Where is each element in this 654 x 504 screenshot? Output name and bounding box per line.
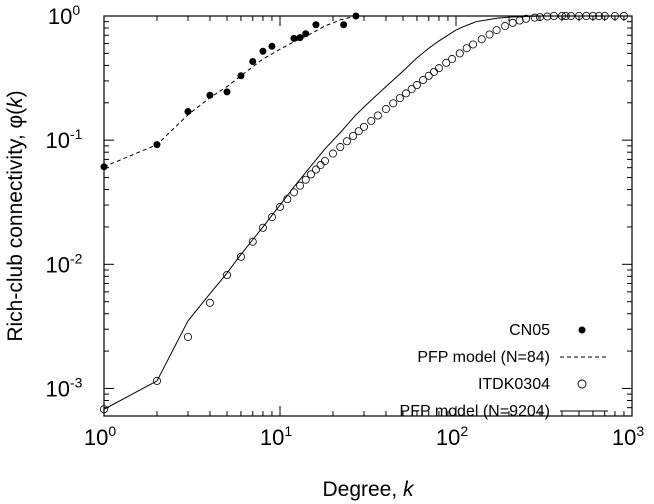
data-point-itdk0304 [301,175,310,184]
data-point-cn05 [223,88,231,96]
data-point-itdk0304 [477,35,486,44]
data-point-itdk0304 [275,202,284,211]
data-point-itdk0304 [205,298,214,307]
plot-frame [103,15,633,417]
y-axis-label: Rich-club connectivity, φ(k) [4,90,27,341]
data-point-itdk0304 [419,76,428,85]
data-point-itdk0304 [530,13,539,22]
data-point-cn05 [340,21,348,29]
y-tick-label: 10-1 [46,126,83,153]
data-point-itdk0304 [424,71,433,80]
data-point-itdk0304 [236,252,245,261]
data-point-itdk0304 [389,99,398,108]
data-point-itdk0304 [522,14,531,23]
data-point-itdk0304 [349,131,358,140]
data-point-itdk0304 [267,213,276,222]
data-point-cn05 [290,34,298,42]
data-point-itdk0304 [152,376,161,385]
data-point-itdk0304 [492,26,501,35]
data-point-itdk0304 [296,181,305,190]
data-point-itdk0304 [395,94,404,103]
data-point-itdk0304 [485,30,494,39]
x-tick-label: 103 [612,423,644,450]
data-point-itdk0304 [373,111,382,120]
data-point-cn05 [259,47,267,55]
series-line-pfp-model-n-9204 [103,15,624,410]
legend-label-pfp-9204: PFP model (N=9204) [400,403,550,420]
legend-label-cn05: CN05 [509,322,550,339]
data-point-itdk0304 [248,237,257,246]
data-point-itdk0304 [469,40,478,49]
data-point-itdk0304 [342,137,351,146]
data-point-itdk0304 [455,49,464,58]
x-axis-label: Degree, k [322,478,415,501]
data-point-itdk0304 [258,223,267,232]
x-tick-label: 102 [436,423,468,450]
series-layer [100,11,628,414]
data-point-itdk0304 [320,156,329,165]
data-point-itdk0304 [508,18,517,27]
data-point-itdk0304 [462,44,471,53]
y-tick-label: 10-2 [46,250,83,277]
x-tick-label: 101 [260,423,292,450]
data-point-itdk0304 [306,170,315,179]
legend-marker-itdk0304 [577,379,587,389]
data-point-itdk0304 [381,105,390,114]
data-point-itdk0304 [354,127,363,136]
data-point-itdk0304 [359,122,368,131]
legend-marker-cn05 [578,326,586,334]
data-point-itdk0304 [407,85,416,94]
data-point-itdk0304 [328,149,337,158]
data-point-itdk0304 [336,143,345,152]
data-point-cn05 [268,42,276,50]
legend-label-itdk0304: ITDK0304 [478,376,550,393]
data-point-cn05 [206,91,214,99]
x-tick-label: 100 [84,423,116,450]
data-point-cn05 [352,12,360,20]
data-point-itdk0304 [543,12,552,21]
y-tick-label: 100 [48,2,80,29]
data-point-cn05 [302,30,310,38]
data-point-itdk0304 [430,67,439,76]
data-point-cn05 [249,58,257,66]
data-point-itdk0304 [367,116,376,125]
data-point-itdk0304 [412,81,421,90]
data-point-cn05 [184,108,192,116]
data-point-itdk0304 [183,332,192,341]
series-line-pfp-model-n-84 [103,15,357,168]
data-point-itdk0304 [442,58,451,67]
data-point-itdk0304 [311,165,320,174]
data-point-itdk0304 [501,22,510,31]
data-point-itdk0304 [402,89,411,98]
legend: CN05 PFP model (N=84) ITDK0304 PFP model… [400,322,608,420]
data-point-itdk0304 [100,405,109,414]
data-point-itdk0304 [434,64,443,73]
data-point-itdk0304 [316,161,325,170]
legend-label-pfp-84: PFP model (N=84) [417,349,550,366]
y-tick-label: 10-3 [46,374,83,401]
data-point-itdk0304 [223,270,232,279]
data-point-itdk0304 [448,55,457,64]
axis-ticks: 100 101 102 103 10-3 10-2 10-1 100 [46,2,645,450]
data-point-cn05 [312,21,320,29]
